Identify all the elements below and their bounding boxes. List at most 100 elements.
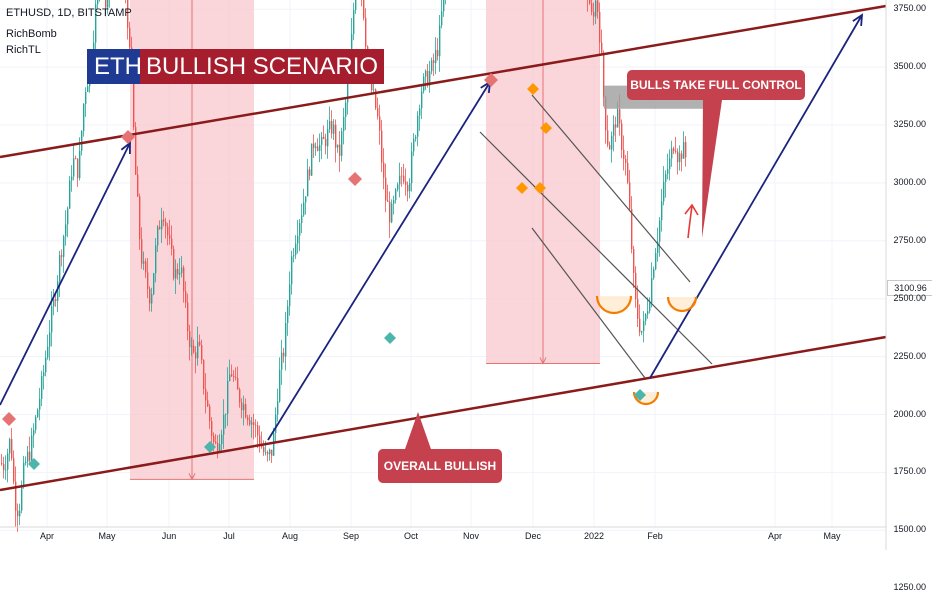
trend-arrowhead: [852, 13, 864, 27]
trend-arrow: [0, 142, 131, 406]
candle-body: [353, 9, 355, 35]
orange-signal-diamond: [534, 182, 546, 194]
candle-body: [337, 144, 339, 148]
x-tick-label: Jul: [223, 531, 235, 541]
candle-body: [105, 0, 107, 8]
symbol-label[interactable]: ETHUSD, 1D, BITSTAMP: [6, 7, 132, 19]
candle-body: [437, 50, 439, 57]
y-tick-label: 2750.00: [893, 234, 926, 245]
candle-body: [71, 176, 73, 181]
candle-body: [625, 158, 627, 163]
y-tick-label: 2500.00: [893, 292, 926, 303]
y-tick-label: 2000.00: [893, 408, 926, 419]
candle-body: [407, 184, 409, 192]
callout-bulls-pointer: [702, 100, 722, 238]
x-tick-label: 2022: [583, 531, 605, 541]
zone-arrow: [539, 357, 547, 365]
candle-body: [223, 414, 225, 435]
y-tick-label: 1750.00: [893, 466, 926, 477]
candle-body: [415, 136, 417, 139]
candle-body: [663, 181, 665, 202]
candle-body: [443, 0, 445, 12]
candle-body: [653, 269, 655, 278]
candle-body: [47, 346, 49, 358]
callout-bulls: BULLS TAKE FULL CONTROL: [627, 70, 805, 100]
candle-body: [665, 173, 667, 182]
candle-body: [25, 461, 27, 464]
indicator-richtl[interactable]: RichTL: [6, 44, 41, 56]
orange-signal-diamond: [527, 83, 539, 95]
candle-body: [221, 434, 223, 445]
candle-body: [151, 294, 153, 304]
candle-body: [397, 184, 399, 190]
candle-body: [175, 268, 177, 279]
sell-signal-diamond: [121, 130, 135, 144]
candle-body: [267, 452, 269, 455]
x-tick-label: Nov: [462, 531, 480, 541]
candle-body: [51, 306, 53, 333]
candle-body: [275, 414, 277, 433]
candle-body: [325, 138, 327, 147]
candle-body: [203, 360, 205, 389]
candle-body: [277, 401, 279, 415]
candle-body: [133, 62, 135, 128]
candle-body: [153, 273, 155, 295]
x-tick-label: Feb: [647, 531, 663, 541]
candle-body: [251, 422, 253, 425]
candle-body: [659, 220, 661, 242]
candle-body: [677, 151, 679, 163]
candle-body: [641, 330, 643, 333]
callout-overall-pointer: [404, 412, 432, 452]
candle-body: [59, 255, 61, 282]
candle-body: [49, 332, 51, 347]
candle-body: [163, 219, 165, 222]
candle-body: [675, 151, 677, 153]
candle-body: [631, 209, 633, 250]
candle-body: [639, 318, 641, 333]
candle-body: [173, 248, 175, 279]
candle-body: [607, 130, 609, 145]
candle-body: [681, 153, 683, 159]
candle-body: [293, 255, 295, 257]
candle-body: [291, 256, 293, 285]
candle-body: [411, 151, 413, 184]
candle-body: [331, 121, 333, 134]
candle-body: [629, 182, 631, 210]
candle-body: [623, 149, 625, 159]
candle-body: [601, 42, 603, 53]
candle-body: [67, 208, 69, 225]
candle-body: [161, 219, 163, 230]
candle-body: [9, 439, 11, 454]
candle-body: [183, 267, 185, 292]
candle-body: [433, 60, 435, 64]
candle-body: [611, 135, 613, 150]
x-tick-label: Jun: [161, 531, 177, 541]
candle-body: [299, 222, 301, 236]
buy-signal-diamond: [384, 332, 396, 344]
candle-body: [647, 311, 649, 315]
candle-body: [195, 352, 197, 359]
candle-body: [289, 284, 291, 307]
candle-body: [39, 398, 41, 410]
candle-body: [307, 169, 309, 197]
candle-body: [11, 439, 13, 459]
indicator-richbomb[interactable]: RichBomb: [6, 28, 57, 40]
candle-body: [211, 421, 213, 436]
candle-body: [635, 272, 637, 300]
candle-body: [311, 143, 313, 176]
candle-body: [141, 239, 143, 264]
candle-body: [421, 91, 423, 109]
candle-body: [401, 175, 403, 177]
candle-body: [83, 104, 85, 131]
candle-body: [287, 306, 289, 324]
candle-body: [215, 442, 217, 443]
trend-arrow: [267, 81, 491, 441]
candle-body: [225, 413, 227, 415]
candle-body: [213, 435, 215, 443]
candle-body: [197, 341, 199, 359]
candle-body: [649, 302, 651, 312]
candle-body: [633, 249, 635, 273]
candle-body: [45, 357, 47, 373]
candle-body: [13, 458, 15, 482]
sell-signal-diamond: [484, 73, 498, 87]
